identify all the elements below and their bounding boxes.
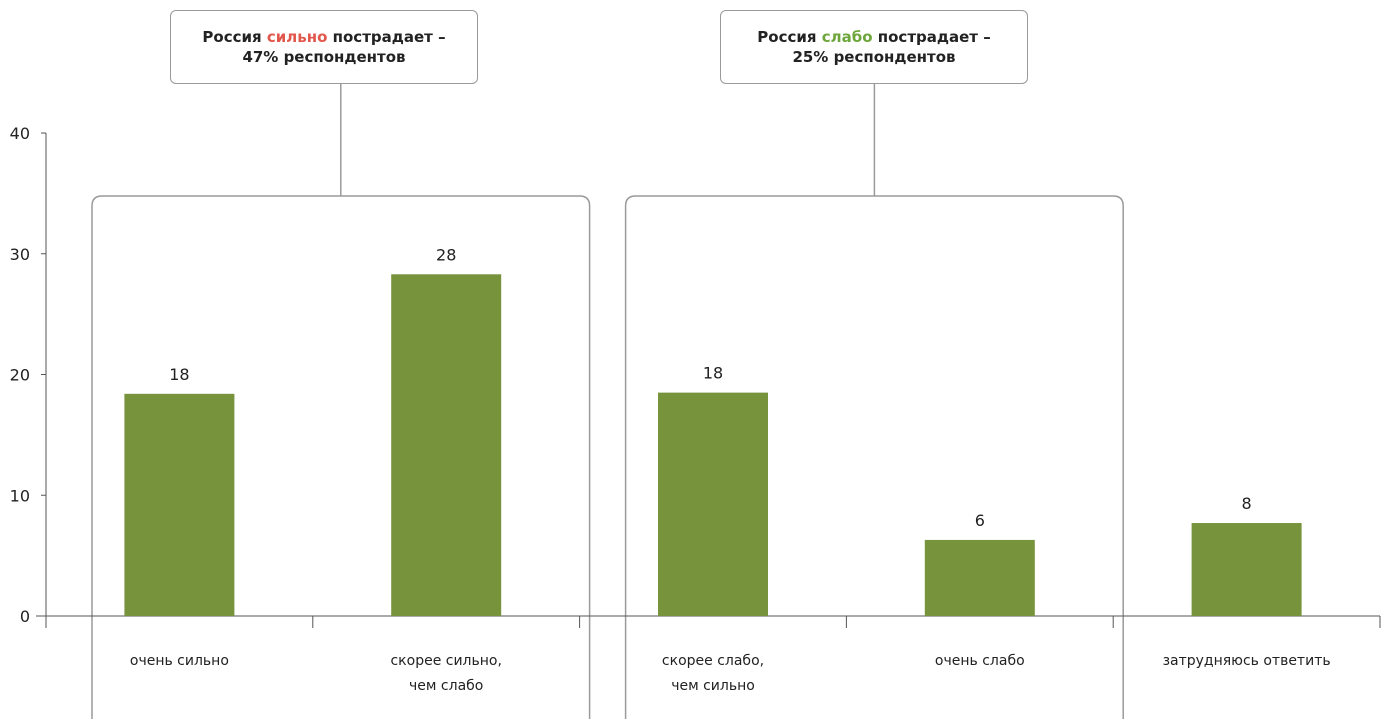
bar [924, 539, 1035, 616]
callout-weakly-line2: 25% респондентов [792, 48, 956, 66]
highlight-strongly: сильно [266, 28, 328, 46]
category-label: чем сильно [671, 678, 755, 694]
highlight-weakly: слабо [821, 28, 873, 46]
category-label: скорее сильно, [390, 653, 501, 669]
bar-value-label: 8 [1242, 494, 1252, 513]
callout-strongly-line2: 47% респондентов [242, 48, 406, 66]
bar [1191, 523, 1302, 616]
callout-weakly: Россия слабо пострадает – 25% респондент… [720, 10, 1028, 84]
y-tick-label: 30 [10, 245, 30, 264]
category-label: скорее слабо, [662, 653, 764, 669]
callout-weakly-line1: Россия слабо пострадает – [757, 28, 991, 46]
category-label: очень сильно [130, 653, 229, 669]
category-label: чем слабо [409, 678, 483, 694]
bar [124, 393, 235, 616]
callout-strongly: Россия сильно пострадает – 47% респонден… [170, 10, 478, 84]
bar-value-label: 18 [169, 365, 189, 384]
bar-value-label: 18 [703, 364, 723, 383]
callout-strongly-line1: Россия сильно пострадает – [202, 28, 446, 46]
y-tick-label: 20 [10, 366, 30, 385]
y-tick-label: 0 [20, 607, 30, 626]
bar [658, 392, 768, 616]
y-tick-label: 40 [10, 124, 30, 143]
bar-value-label: 28 [436, 245, 456, 264]
bar-value-label: 6 [975, 511, 985, 530]
category-label: затрудняюсь ответить [1163, 653, 1331, 669]
bar [391, 274, 502, 616]
y-tick-label: 10 [10, 486, 30, 505]
category-label: очень слабо [935, 653, 1025, 669]
